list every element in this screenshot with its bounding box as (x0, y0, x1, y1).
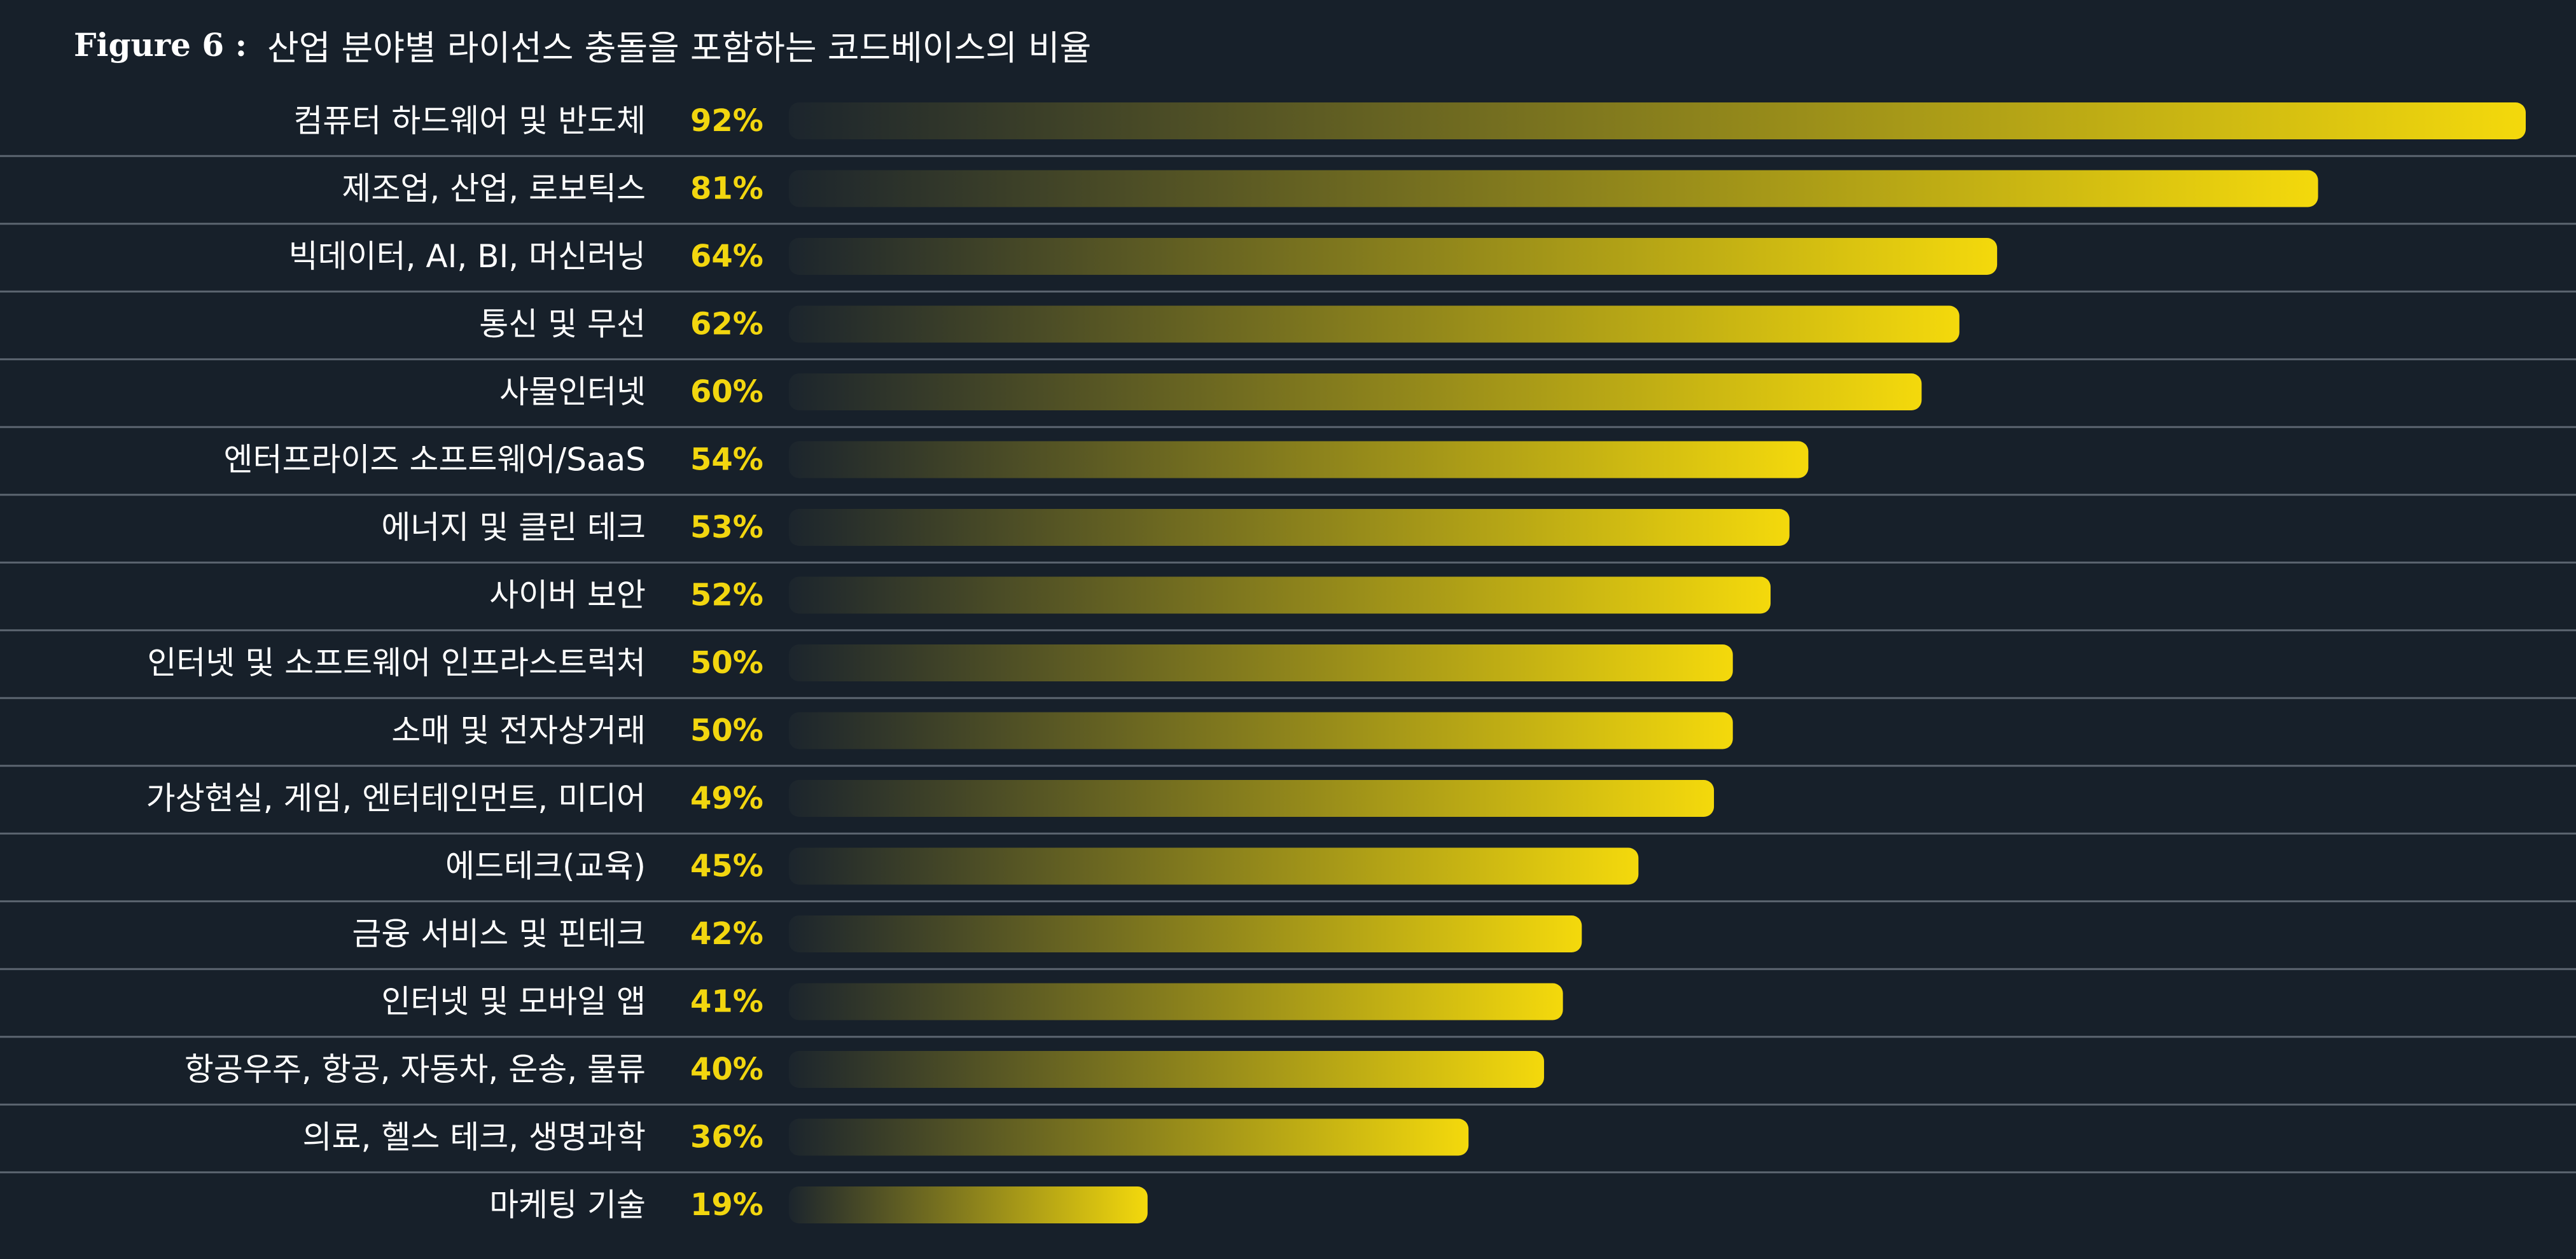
row-dividers (0, 155, 2576, 1174)
value-label: 49% (690, 781, 763, 816)
value-label: 54% (690, 442, 763, 478)
category-label: 엔터프라이즈 소프트웨어/SaaS (224, 442, 646, 478)
category-label: 마케팅 기술 (489, 1186, 646, 1223)
bar (789, 238, 1998, 275)
value-label: 19% (690, 1187, 763, 1223)
value-label: 92% (690, 103, 763, 139)
bar (789, 509, 1790, 546)
bar (789, 780, 1715, 817)
value-label: 81% (690, 171, 763, 207)
bar (789, 847, 1639, 885)
category-label: 통신 및 무선 (479, 306, 646, 343)
bar (789, 1051, 1544, 1088)
category-label: 사이버 보안 (489, 577, 646, 614)
bars (789, 102, 2526, 1223)
value-labels: 92% 81% 64% 62% 60% 54% 53% 52% 50% 50% 49% 45% 42% 4… (690, 103, 763, 1223)
category-label: 의료, 헬스 테크, 생명과학 (303, 1119, 646, 1156)
bar (789, 305, 1960, 343)
bar (789, 915, 1582, 952)
bar (789, 441, 1809, 478)
value-label: 50% (690, 645, 763, 681)
value-label: 45% (690, 849, 763, 884)
value-label: 60% (690, 374, 763, 410)
category-label: 가상현실, 게임, 엔터테인먼트, 미디어 (146, 780, 646, 817)
category-label: 인터넷 및 모바일 앱 (381, 984, 646, 1020)
figure-number: Figure 6 : (74, 25, 247, 64)
bar (789, 712, 1733, 749)
value-label: 53% (690, 510, 763, 545)
category-label: 인터넷 및 소프트웨어 인프라스트럭처 (147, 644, 646, 681)
category-label: 소매 및 전자상거래 (391, 713, 646, 749)
category-label: 컴퓨터 하드웨어 및 반도체 (293, 102, 646, 139)
bar (789, 1186, 1148, 1223)
category-label: 사물인터넷 (499, 373, 646, 410)
category-label: 에너지 및 클린 테크 (381, 509, 646, 546)
category-label: 금융 서비스 및 핀테크 (352, 915, 646, 952)
category-label: 항공우주, 항공, 자동차, 운송, 물류 (184, 1051, 646, 1088)
bar (789, 576, 1771, 614)
category-label: 빅데이터, AI, BI, 머신러닝 (289, 238, 646, 275)
bar (789, 373, 1922, 410)
value-label: 62% (690, 307, 763, 342)
category-label: 제조업, 산업, 로보틱스 (342, 170, 646, 207)
category-label: 에드테크(교육) (445, 848, 646, 885)
value-label: 42% (690, 916, 763, 952)
chart-title: Figure 6 : 산업 분야별 라이선스 충돌을 포함하는 코드베이스의 비… (74, 19, 1091, 70)
value-label: 40% (690, 1052, 763, 1087)
value-label: 52% (690, 578, 763, 613)
value-label: 64% (690, 239, 763, 274)
bar (789, 102, 2526, 139)
bar (789, 983, 1563, 1020)
bar (789, 644, 1733, 681)
chart-title-text: 산업 분야별 라이선스 충돌을 포함하는 코드베이스의 비율 (267, 27, 1092, 68)
value-label: 50% (690, 713, 763, 749)
value-label: 41% (690, 984, 763, 1020)
bar (789, 170, 2318, 207)
value-label: 36% (690, 1120, 763, 1155)
bar (789, 1118, 1469, 1156)
